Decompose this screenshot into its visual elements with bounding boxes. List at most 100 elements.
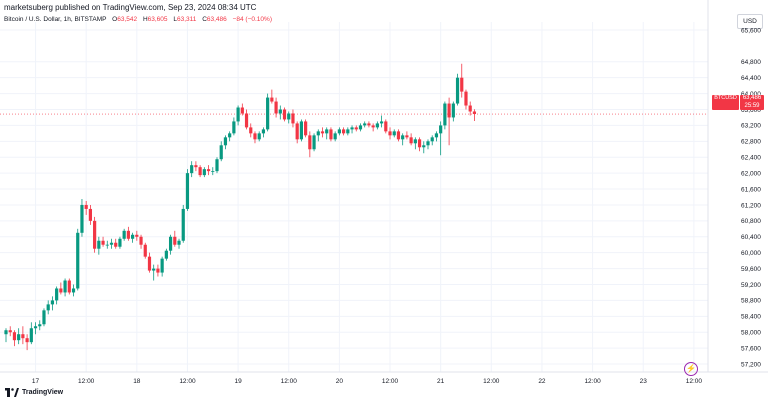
x-axis: 17 12:00 18 12:00 19 12:00 20 12:00 21 12:00 22 12:… [0, 371, 768, 385]
candle-body [325, 129, 329, 134]
candle-body [401, 135, 405, 140]
candle [354, 125, 358, 132]
candle-body [384, 121, 388, 132]
candle [50, 296, 55, 311]
candle [316, 129, 320, 142]
candle-body [4, 330, 8, 335]
candle [371, 123, 375, 132]
x-tick-label: 18 [133, 378, 141, 385]
candle-body [240, 107, 244, 114]
candle-body [12, 332, 17, 341]
candle-body [430, 137, 434, 142]
candle-body [33, 326, 38, 329]
candle-body [17, 334, 21, 341]
candle [33, 322, 38, 335]
grid [0, 22, 708, 372]
candle-body [274, 101, 278, 114]
candle [464, 89, 468, 110]
tradingview-logo[interactable]: TradingView [5, 388, 63, 397]
publisher-line: marketsuberg published on TradingView.co… [4, 3, 257, 12]
candle [185, 169, 190, 211]
candle-body [396, 131, 401, 140]
y-tick-label: 62,800 [741, 139, 761, 146]
x-tick-label: 12:00 [382, 378, 399, 385]
candle [392, 129, 396, 138]
candle [17, 328, 21, 345]
x-tick-label: 12:00 [686, 378, 703, 385]
candle-body [135, 234, 139, 237]
candle-body [266, 97, 270, 130]
high-value: 63,605 [147, 16, 168, 23]
y-axis: 65,600 64,800 64,400 64,000 63,600 63,200 62,8… [707, 0, 761, 372]
candle [308, 131, 312, 158]
candle-body [426, 141, 430, 146]
candle [21, 326, 25, 345]
x-tick-label: 23 [640, 378, 648, 385]
candle-body [202, 169, 206, 176]
candle [147, 252, 152, 273]
x-tick-label: 12:00 [78, 378, 95, 385]
candle-body [21, 334, 25, 339]
y-tick-label: 58,000 [741, 330, 761, 337]
candle-body [147, 256, 152, 271]
candle-body [337, 129, 341, 134]
candle [358, 123, 363, 132]
candle-body [46, 304, 50, 311]
candle-body [278, 109, 282, 114]
candle [152, 264, 156, 281]
candle [105, 240, 109, 249]
candle-body [270, 97, 274, 102]
candle-body [472, 111, 477, 115]
candle [160, 256, 164, 277]
candle-body [97, 240, 101, 249]
y-tick-label: 60,000 [741, 250, 761, 257]
candle [396, 129, 401, 142]
candle [363, 121, 367, 128]
candle [249, 123, 253, 138]
candle [211, 167, 215, 176]
candle [270, 89, 274, 104]
candle [350, 125, 354, 134]
candle [101, 236, 105, 247]
candle [232, 117, 236, 136]
candle-body [282, 109, 287, 120]
candle-body [181, 208, 185, 241]
candle [375, 121, 379, 130]
candle-body [379, 121, 384, 124]
low-value: 63,311 [176, 16, 197, 23]
candle [236, 105, 240, 126]
candle-body [84, 204, 88, 209]
candle-body [126, 230, 130, 239]
y-tick-label: 60,400 [741, 234, 761, 241]
candle [455, 73, 460, 106]
candle-body [168, 236, 173, 251]
candle [282, 107, 287, 122]
y-tick-label: 58,400 [741, 314, 761, 321]
candle [143, 242, 147, 259]
candle-body [443, 103, 447, 126]
candle-body [287, 113, 291, 120]
candle-body [173, 236, 177, 245]
currency-button[interactable]: USD [737, 14, 763, 29]
candle-body [422, 145, 426, 148]
candle-body [350, 127, 354, 130]
candle-body [464, 91, 468, 106]
y-tick-label: 65,600 [741, 27, 761, 34]
candle [426, 139, 430, 150]
y-tick-label: 57,600 [741, 345, 761, 352]
candle [80, 198, 84, 237]
candles [4, 63, 477, 351]
y-tick-label: 63,600 [741, 107, 761, 114]
close-value: 63,486 [206, 16, 227, 23]
candle-body [316, 131, 320, 136]
candle-body [249, 127, 253, 134]
candle [299, 119, 303, 142]
candle [12, 330, 17, 347]
open-value: 63,542 [117, 16, 138, 23]
candle-body [59, 288, 63, 293]
bolt-icon[interactable]: ⚡ [684, 362, 698, 376]
candle [291, 109, 295, 128]
x-tick-label: 22 [538, 378, 546, 385]
candle-body [291, 113, 295, 124]
